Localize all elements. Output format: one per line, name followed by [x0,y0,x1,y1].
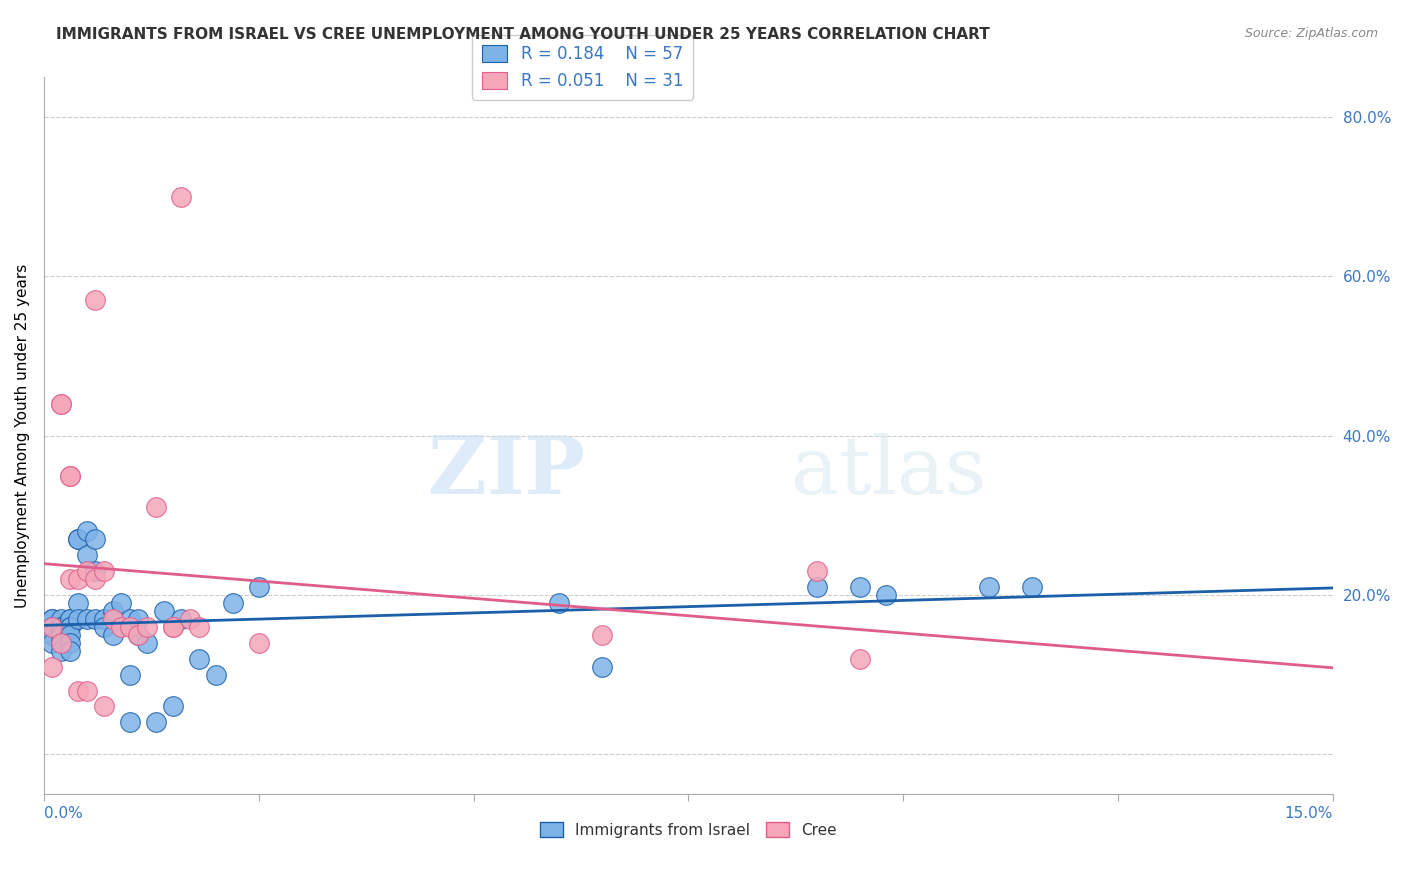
Point [1021,580,1043,594]
Point [76,548,98,562]
Point [49,628,72,642]
Point [222,596,245,610]
Point [67,612,90,626]
Point [49,643,72,657]
Point [49,628,72,642]
Point [59,643,82,657]
Point [101,612,124,626]
Point [59,468,82,483]
Point [41,612,63,626]
Point [84,293,107,308]
Text: IMMIGRANTS FROM ISRAEL VS CREE UNEMPLOYMENT AMONG YOUTH UNDER 25 YEARS CORRELATI: IMMIGRANTS FROM ISRAEL VS CREE UNEMPLOYM… [56,27,990,42]
Point [59,612,82,626]
Point [127,628,149,642]
Point [84,612,107,626]
Point [162,620,184,634]
Point [101,604,124,618]
Point [247,580,270,594]
Point [59,572,82,586]
Point [41,620,63,634]
Point [59,612,82,626]
Point [162,620,184,634]
Point [591,659,613,673]
Point [162,699,184,714]
Point [101,628,124,642]
Point [67,533,90,547]
Point [76,564,98,578]
Point [145,500,167,515]
Point [875,588,897,602]
Point [59,620,82,634]
Point [49,620,72,634]
Point [806,564,828,578]
Point [591,628,613,642]
Point [59,636,82,650]
Point [118,715,141,730]
Point [204,667,226,681]
Point [110,596,132,610]
Point [110,620,132,634]
Point [187,620,209,634]
Point [49,620,72,634]
Point [548,596,571,610]
Text: 15.0%: 15.0% [1285,806,1333,821]
Point [41,636,63,650]
Point [49,636,72,650]
Legend: Immigrants from Israel, Cree: Immigrants from Israel, Cree [534,815,842,844]
Text: Source: ZipAtlas.com: Source: ZipAtlas.com [1244,27,1378,40]
Point [118,667,141,681]
Point [84,572,107,586]
Point [170,190,193,204]
Point [127,628,149,642]
Text: atlas: atlas [792,433,987,510]
Point [153,604,176,618]
Point [136,636,159,650]
Point [76,524,98,539]
Point [59,468,82,483]
Y-axis label: Unemployment Among Youth under 25 years: Unemployment Among Youth under 25 years [15,264,30,607]
Point [67,572,90,586]
Point [93,564,115,578]
Point [93,620,115,634]
Point [849,651,872,665]
Point [49,397,72,411]
Point [41,612,63,626]
Point [806,580,828,594]
Point [49,397,72,411]
Point [41,659,63,673]
Point [49,636,72,650]
Point [849,580,872,594]
Point [67,533,90,547]
Point [145,715,167,730]
Point [76,612,98,626]
Point [118,620,141,634]
Point [59,620,82,634]
Point [136,620,159,634]
Point [977,580,1000,594]
Point [187,651,209,665]
Point [49,636,72,650]
Point [84,564,107,578]
Point [84,533,107,547]
Point [41,628,63,642]
Point [247,636,270,650]
Point [118,612,141,626]
Point [67,596,90,610]
Point [41,620,63,634]
Text: 0.0%: 0.0% [44,806,83,821]
Point [93,612,115,626]
Point [59,628,82,642]
Point [179,612,201,626]
Point [41,620,63,634]
Point [49,612,72,626]
Point [76,683,98,698]
Point [127,612,149,626]
Point [67,683,90,698]
Text: ZIP: ZIP [429,433,585,510]
Point [93,699,115,714]
Point [170,612,193,626]
